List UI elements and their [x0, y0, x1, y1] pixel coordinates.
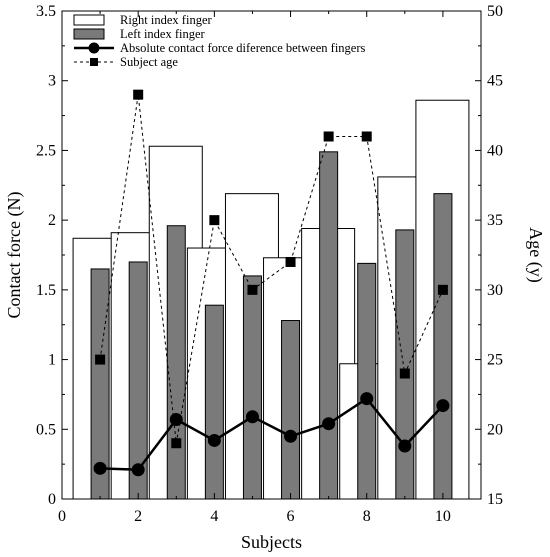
legend-label-right-index: Right index finger [120, 13, 212, 27]
legend-swatch-left-index [73, 28, 105, 40]
point-subject-age-4 [209, 215, 220, 226]
y2-axis-title: Age (y) [525, 227, 546, 282]
bar-left-index-10 [433, 193, 453, 500]
y2-tick-label: 35 [487, 212, 503, 229]
legend-swatch-right-index [73, 14, 105, 26]
point-force-difference-9 [398, 439, 412, 453]
point-subject-age-8 [361, 131, 372, 142]
point-force-difference-2 [131, 463, 145, 477]
bar-left-index-7 [319, 151, 339, 500]
x-tick-label: 0 [58, 508, 66, 525]
point-subject-age-5 [247, 284, 258, 295]
bar-left-index-5 [242, 275, 262, 500]
x-tick-label: 8 [363, 508, 371, 525]
y2-tick-label: 20 [487, 421, 503, 438]
point-subject-age-3 [171, 438, 182, 449]
legend-label-left-index: Left index finger [120, 27, 206, 41]
bar-left-index-3 [166, 225, 186, 500]
bar-left-index-4 [204, 304, 224, 500]
point-subject-age-2 [133, 89, 144, 100]
bar-left-index-6 [281, 320, 301, 500]
legend-label-subject-age: Subject age [120, 55, 178, 69]
x-tick-label: 6 [287, 508, 295, 525]
point-force-difference-3 [169, 413, 183, 427]
x-axis-title: Subjects [241, 532, 302, 552]
y2-tick-label: 30 [487, 282, 503, 299]
y-tick-label: 1.5 [36, 282, 56, 299]
point-subject-age-1 [95, 354, 106, 365]
point-force-difference-7 [322, 417, 336, 431]
y-tick-label: 0 [48, 491, 56, 508]
y2-tick-label: 25 [487, 352, 503, 369]
legend-swatch-force-difference-marker [88, 42, 100, 54]
y-tick-label: 3 [48, 73, 56, 90]
y2-tick-label: 50 [487, 3, 503, 20]
series-line-force-difference [100, 396, 444, 471]
x-tick-label: 2 [134, 508, 142, 525]
series-line-subject-age [99, 94, 444, 444]
legend-label-force-difference: Absolute contact force diference between… [120, 41, 366, 55]
bar-left-index-9 [395, 229, 415, 500]
point-force-difference-1 [93, 461, 107, 475]
point-force-difference-6 [284, 429, 298, 443]
bar-left-index-8 [357, 262, 377, 500]
y-axis-title: Contact force (N) [4, 192, 25, 319]
y2-tick-label: 40 [487, 142, 503, 159]
point-subject-age-7 [323, 131, 334, 142]
y-tick-label: 1 [48, 352, 56, 369]
point-force-difference-8 [360, 392, 374, 406]
point-force-difference-5 [245, 410, 259, 424]
y2-tick-label: 45 [487, 73, 503, 90]
point-subject-age-6 [285, 256, 296, 267]
point-force-difference-10 [436, 399, 450, 413]
point-subject-age-9 [399, 368, 410, 379]
y-tick-label: 2 [48, 212, 56, 229]
x-tick-label: 10 [435, 508, 451, 525]
y-tick-label: 2.5 [36, 142, 56, 159]
point-subject-age-10 [437, 284, 448, 295]
legend-swatch-subject-age-marker [90, 58, 98, 66]
y2-tick-label: 15 [487, 491, 503, 508]
x-tick-label: 4 [210, 508, 218, 525]
y-tick-label: 3.5 [36, 3, 56, 20]
y-tick-label: 0.5 [36, 421, 56, 438]
point-force-difference-4 [207, 433, 221, 447]
